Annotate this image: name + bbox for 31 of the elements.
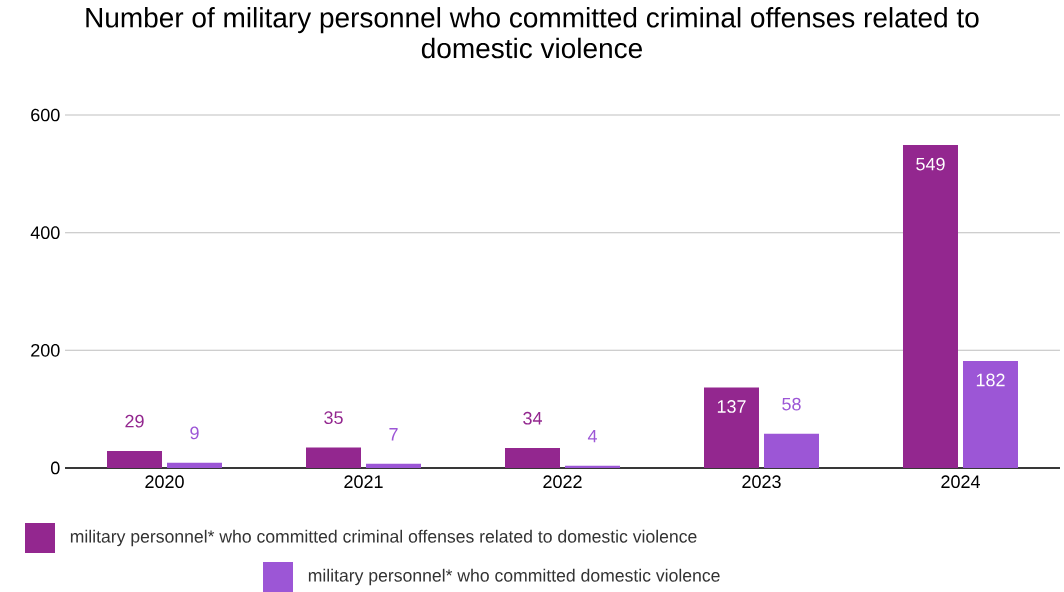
bar: [505, 447, 560, 468]
x-tick-label: 2022: [543, 475, 582, 489]
x-tick-label: 2023: [742, 475, 781, 489]
data-label: 9: [190, 426, 199, 440]
bar: [902, 145, 958, 468]
bar: [107, 450, 163, 468]
data-label: 7: [389, 428, 398, 441]
data-label: 29: [125, 414, 144, 428]
y-tick-label: 600: [31, 108, 60, 122]
x-tick-label: 2020: [145, 475, 184, 489]
data-label: 137: [717, 400, 746, 413]
data-label: 35: [324, 411, 343, 425]
x-tick-label: 2024: [941, 475, 980, 489]
legend-label: military personnel* who committed criminal offenses related to domestic violence: [70, 529, 697, 547]
bar: [366, 463, 421, 468]
chart-title: Number of military personnel who committed criminal offenses related to domestic violence: [86, 7, 979, 59]
bar: [704, 387, 759, 468]
y-tick-label: 0: [51, 461, 60, 475]
data-label: 4: [587, 429, 597, 443]
data-label: 549: [916, 157, 945, 171]
y-tick-label: 200: [31, 343, 60, 357]
legend-label: military personnel* who committed domestic violence: [308, 568, 720, 586]
bar: [167, 462, 223, 468]
x-tick-label: 2021: [344, 475, 383, 489]
y-tick-label: 400: [30, 226, 60, 240]
bar: [962, 360, 1018, 468]
bar: [764, 433, 819, 468]
data-label: 58: [782, 397, 801, 411]
data-label: 34: [523, 411, 542, 425]
data-label: 182: [976, 373, 1005, 387]
bar: [306, 447, 361, 468]
